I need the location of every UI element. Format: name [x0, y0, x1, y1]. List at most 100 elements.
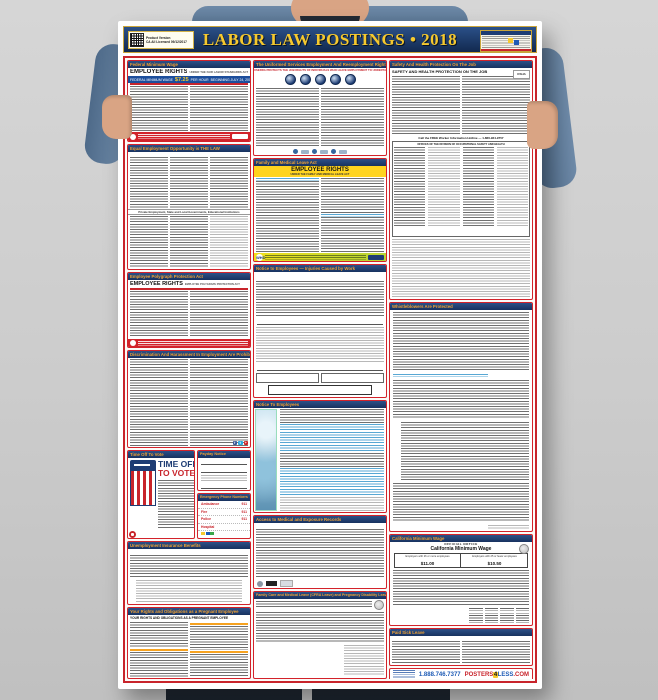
emergency-value: 911	[241, 509, 247, 514]
emergency-row: Ambulance 911	[198, 501, 250, 509]
text-block	[256, 601, 372, 609]
osha-hotline: Call the FREE Worker Information Hotline…	[418, 136, 504, 140]
logo-icon	[339, 149, 347, 154]
text-block	[136, 579, 242, 603]
column-middle: The Uniformed Services Employment And Re…	[253, 60, 387, 679]
logo-green-block	[210, 532, 214, 535]
emergency-value: 911	[241, 517, 247, 521]
orange-subhead-bar	[190, 650, 248, 653]
rate-label: Employers with 26 or more employees	[405, 555, 450, 558]
text-block	[130, 216, 168, 268]
text-block	[130, 651, 188, 677]
footer-text-lines	[138, 340, 248, 346]
numbered-list-block	[401, 421, 529, 480]
rate-cell-26plus: Employers with 26 or more employees $11.…	[395, 554, 461, 567]
text-block	[256, 327, 384, 363]
product-version-box: Product Version CA All Licensed 09/12/20…	[128, 31, 194, 49]
section-injuries-caused-by-work: Notice to Employees — Injuries Caused by…	[253, 264, 387, 398]
text-block	[393, 483, 529, 522]
emergency-row: Police 911	[198, 516, 250, 524]
section-edd-notice-to-employees: Notice To Employees	[253, 400, 387, 513]
person-right-hand	[527, 101, 558, 149]
payday-blank-field	[201, 459, 247, 465]
injuries-subheading-lines	[254, 277, 386, 281]
text-block	[393, 312, 529, 371]
text-block	[130, 359, 188, 446]
vote-headline-1: TIME OFF	[158, 459, 195, 469]
brand-left: POSTERS	[464, 671, 494, 678]
ca-wage-schedule-table	[469, 608, 529, 624]
text-block	[190, 290, 248, 338]
osha-offices-table: OFFICES OF THE DIVISION OF OCCUPATIONAL …	[392, 141, 530, 237]
footer-text-lines	[265, 254, 366, 260]
seal-icon	[299, 74, 311, 85]
text-block	[280, 497, 384, 511]
section-header: The Uniformed Services Employment And Re…	[254, 61, 386, 68]
section-pregnant-employee-rights: Your Rights and Obligations as a Pregnan…	[127, 607, 251, 679]
section-cfra-pdl-leave: Family Care and Medical Leave (CFRA Leav…	[253, 591, 387, 679]
flsa-wage-amount: $7.25	[174, 76, 189, 83]
text-block	[256, 88, 319, 147]
mini-poster-body	[482, 36, 530, 48]
flsa-body-text	[128, 85, 250, 133]
seal-icon	[284, 74, 296, 85]
records-body-text	[254, 528, 386, 580]
agency-logo	[280, 580, 293, 587]
link-text-line	[393, 373, 489, 377]
discrimination-body-text	[128, 358, 250, 447]
userra-subtitle: USERRA PROTECTS THE JOB RIGHTS OF INDIVI…	[254, 68, 386, 72]
section-header: Notice to Employees — Injuries Caused by…	[254, 265, 386, 272]
vote-sticker-icon	[129, 531, 136, 538]
polygraph-red-rule	[130, 288, 248, 290]
text-block	[393, 379, 529, 419]
text-block	[210, 156, 248, 209]
injuries-blank-field	[257, 319, 383, 325]
section-header: Family Care and Medical Leave (CFRA Leav…	[254, 592, 386, 599]
text-block	[488, 525, 529, 529]
flsa-effective-date: BEGINNING JULY 24, 2009	[210, 77, 250, 82]
text-block	[158, 480, 194, 528]
text-block	[256, 281, 384, 317]
ballot-box-stripes	[130, 470, 156, 506]
twitter-icon: t	[238, 440, 243, 445]
seal-icon	[329, 74, 341, 85]
vote-payday-row: Time Off To Vote TIME OFF TO VOTE	[127, 450, 251, 539]
text-block	[210, 216, 248, 268]
logo-icon	[293, 149, 298, 154]
text-block	[170, 156, 208, 209]
state-seal-icon	[374, 600, 384, 610]
section-header: Payday Notice	[198, 451, 250, 458]
rate-value: $10.50	[487, 561, 502, 566]
eeo-body-text	[128, 156, 250, 210]
eeo-body-text-2	[128, 215, 250, 269]
section-header: Safety And Health Protection On The Job	[390, 61, 532, 68]
offices-list-right	[462, 146, 494, 227]
poster-masthead: Product Version CA All Licensed 09/12/20…	[123, 26, 537, 53]
flsa-wage-strip: FEDERAL MINIMUM WAGE $7.25 PER HOUR BEGI…	[128, 76, 250, 83]
fmla-body-text	[254, 177, 386, 253]
flsa-wage-label: FEDERAL MINIMUM WAGE	[130, 77, 173, 82]
rate-cell-25orless: Employers with 25 or fewer employees $10…	[462, 554, 527, 567]
flsa-footer-bar	[128, 132, 250, 141]
eeo-middle-band: Private Employment, State and Local Gove…	[128, 209, 250, 216]
fmla-title: EMPLOYEE RIGHTS	[291, 167, 349, 173]
osha-title: SAFETY AND HEALTH PROTECTION ON THE JOB	[392, 69, 488, 74]
section-header: Unemployment Insurance Benefits	[128, 542, 250, 549]
ca-wage-title: California Minimum Wage	[430, 546, 492, 552]
sick-leave-body-text	[390, 640, 532, 666]
poster-title: LABOR LAW POSTINGS • 2018	[202, 29, 458, 49]
section-california-minimum-wage: California Minimum Wage OFFICIAL NOTICE …	[389, 534, 533, 626]
offices-list-left	[394, 146, 426, 227]
section-medical-exposure-records: Access to Medical and Exposure Records	[253, 515, 387, 589]
fmla-yellow-banner: EMPLOYEE RIGHTS UNDER THE FAMILY AND MED…	[254, 166, 386, 177]
section-header: Family and Medical Leave Act	[254, 159, 386, 166]
mini-poster-header	[481, 31, 531, 35]
fmla-footer-bar: WHD	[254, 253, 386, 261]
signature-box	[256, 373, 319, 383]
fmla-subtitle: UNDER THE FAMILY AND MEDICAL LEAVE ACT	[290, 173, 350, 176]
offices-phone-column	[496, 146, 528, 227]
rate-value: $11.00	[420, 561, 435, 566]
osha-offices-title: OFFICES OF THE DIVISION OF OCCUPATIONAL …	[417, 143, 505, 146]
emergency-row: Fire 911	[198, 509, 250, 516]
link-text-block	[280, 468, 384, 496]
